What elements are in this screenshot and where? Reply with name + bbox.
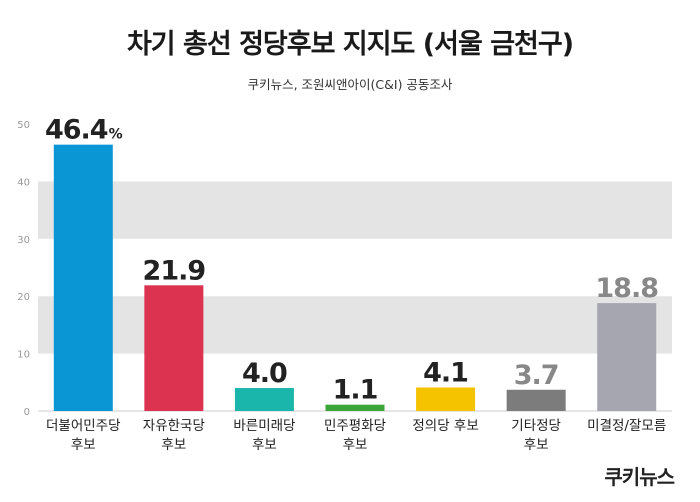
bar <box>597 303 657 411</box>
x-tick-label: 후보 <box>71 437 96 453</box>
x-tick-label: 민주평화당 <box>324 418 386 434</box>
chart-subtitle: 쿠키뉴스, 조원씨앤아이(C&I) 공동조사 <box>247 77 453 92</box>
y-tick-label: 20 <box>17 292 30 303</box>
bar <box>53 144 113 411</box>
chart-title: 차기 총선 정당후보 지지도 (서울 금천구) <box>126 29 574 60</box>
bar <box>325 404 385 411</box>
x-tick-label: 정의당 후보 <box>412 418 478 434</box>
bar <box>506 389 566 411</box>
bar <box>234 388 294 411</box>
bar <box>416 387 476 411</box>
data-label: 21.9 <box>143 255 206 286</box>
x-tick-label: 후보 <box>161 437 186 453</box>
data-label: 4.0 <box>242 358 287 389</box>
x-tick-label: 더불어민주당 <box>46 418 121 434</box>
kuki-news-logo: 쿠키뉴스 <box>604 465 675 489</box>
x-tick-label: 기타정당 <box>511 418 561 434</box>
y-tick-label: 40 <box>17 177 30 188</box>
percent-unit: % <box>109 127 123 143</box>
x-tick-label: 후보 <box>524 437 549 453</box>
x-tick-label: 후보 <box>252 437 277 453</box>
x-tick-label: 미결정/잘모름 <box>587 418 666 434</box>
data-label: 1.1 <box>333 375 378 406</box>
data-label: 18.8 <box>595 273 658 304</box>
y-tick-label: 30 <box>17 235 30 246</box>
x-tick-label: 바른미래당 <box>233 418 295 434</box>
data-label: 3.7 <box>514 360 559 391</box>
bar <box>144 285 204 411</box>
data-label: 4.1 <box>423 357 468 388</box>
y-tick-label: 50 <box>17 120 30 131</box>
grid-band <box>38 296 672 354</box>
grid-band <box>38 181 672 239</box>
y-tick-label: 10 <box>17 350 30 361</box>
x-tick-label: 자유한국당 <box>143 418 205 434</box>
y-tick-label: 0 <box>24 407 30 418</box>
data-label: 46.4% <box>45 115 123 146</box>
x-tick-label: 후보 <box>343 437 368 453</box>
